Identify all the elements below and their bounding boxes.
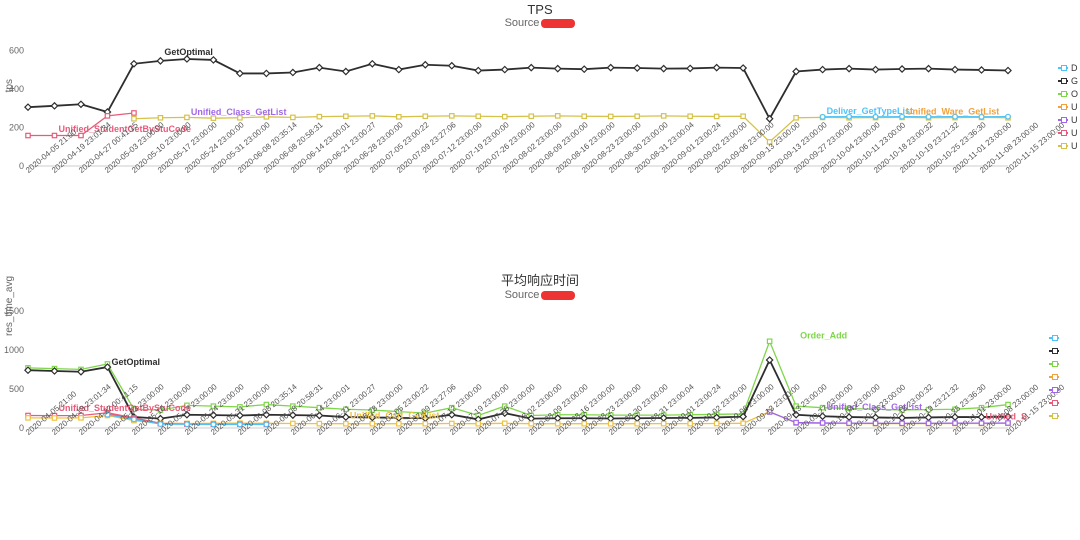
legend-item: U (1058, 100, 1078, 113)
chart2-source: Source (0, 289, 1080, 301)
chart1-source: Source (0, 17, 1080, 29)
legend-item (1049, 331, 1062, 344)
legend-item (1049, 357, 1062, 370)
svg-text:0: 0 (19, 423, 24, 433)
svg-text:GetOptimal: GetOptimal (164, 47, 213, 57)
chart2-ylabel: res_time_avg (4, 275, 15, 335)
chart2-plot: 050010001500GetOptimalUnified_StudentGet… (28, 303, 1008, 428)
svg-text:Deliver_GetTypeList: Deliver_GetTypeList (827, 106, 913, 116)
legend-item (1049, 396, 1062, 409)
legend-item (1049, 409, 1062, 422)
svg-text:600: 600 (9, 45, 24, 55)
redacted-icon (541, 291, 575, 300)
svg-text:200: 200 (9, 122, 24, 132)
legend-item: U (1058, 113, 1078, 126)
svg-text:1000: 1000 (4, 345, 24, 355)
svg-text:Unified_Ware_GetList: Unified_Ware_GetList (906, 106, 999, 116)
chart1-plot: 0200400600GetOptimalUnified_Class_GetLis… (28, 31, 1008, 166)
redacted-icon (541, 19, 575, 28)
svg-text:500: 500 (9, 384, 24, 394)
legend-item (1049, 370, 1062, 383)
chart1-title: TPS (0, 2, 1080, 17)
chart1-ylabel: tps (4, 78, 15, 91)
legend-item (1049, 383, 1062, 396)
legend-item: D (1058, 61, 1078, 74)
chart2-legend (1049, 331, 1062, 422)
chart2-title: 平均响应时间 (0, 270, 1080, 289)
legend-item: U (1058, 126, 1078, 139)
legend-item: O (1058, 87, 1078, 100)
svg-text:0: 0 (19, 161, 24, 171)
chart1-legend: DGOUUUU (1058, 61, 1078, 152)
svg-text:GetOptimal: GetOptimal (111, 357, 160, 367)
legend-item (1049, 344, 1062, 357)
legend-item: G (1058, 74, 1078, 87)
legend-item: U (1058, 139, 1078, 152)
svg-text:Unified_Class_GetList: Unified_Class_GetList (191, 107, 287, 117)
svg-text:Order_Add: Order_Add (800, 330, 847, 340)
